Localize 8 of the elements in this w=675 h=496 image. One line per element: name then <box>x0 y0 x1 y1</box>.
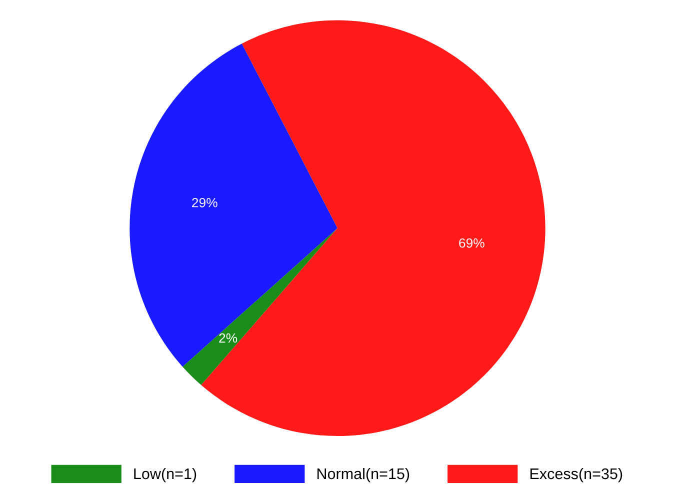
data-label: 29% <box>192 198 218 208</box>
data-label: 2% <box>219 333 238 343</box>
pie-slice <box>182 228 338 386</box>
pie-slice <box>130 44 338 367</box>
data-label: 69% <box>459 238 484 248</box>
legend-label: Low(n=1) <box>134 468 196 482</box>
legend-label: Normal(n=15) <box>317 468 410 482</box>
legend-label: Excess(n=35) <box>530 468 622 482</box>
